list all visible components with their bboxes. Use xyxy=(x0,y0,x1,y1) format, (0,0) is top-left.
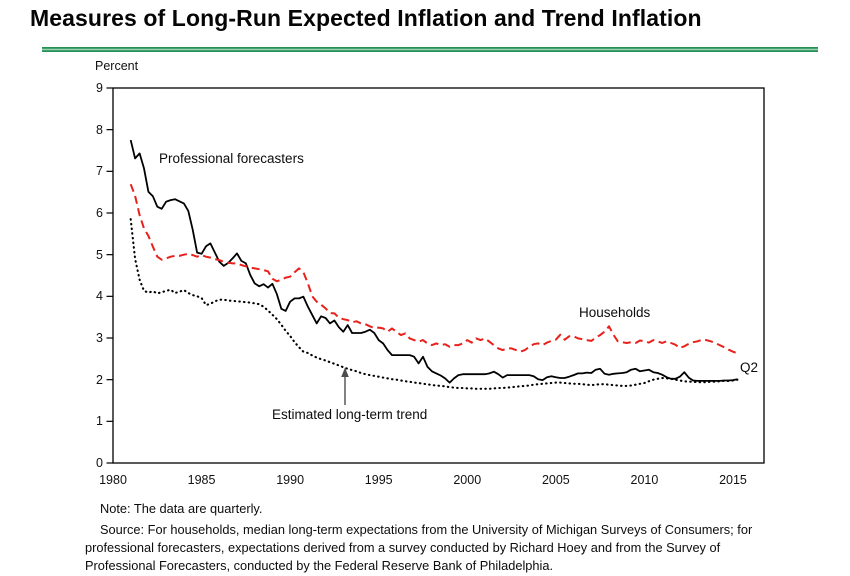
y-tick-label: 6 xyxy=(96,205,103,220)
series-solid xyxy=(129,139,738,384)
y-tick-label: 1 xyxy=(96,414,103,429)
y-tick-label: 8 xyxy=(96,122,103,137)
x-tick-label: 1985 xyxy=(187,473,216,487)
label-estimated-long-term-trend: Estimated long-term trend xyxy=(272,407,428,422)
series-lines xyxy=(129,139,739,390)
x-tick-label: 1995 xyxy=(364,473,393,487)
label-households: Households xyxy=(579,305,651,320)
y-tick-label: 7 xyxy=(96,164,103,179)
title-underline-rule xyxy=(42,47,818,52)
x-tick-label: 1990 xyxy=(276,473,305,487)
plot-border xyxy=(112,87,765,464)
y-tick-label: 2 xyxy=(96,372,103,387)
series-dashed xyxy=(129,183,738,355)
y-axis-tick-marks xyxy=(106,87,113,464)
y-tick-label: 4 xyxy=(96,289,103,304)
x-tick-label: 2015 xyxy=(719,473,747,487)
y-tick-label: 5 xyxy=(96,247,103,262)
y-axis-unit-label: Percent xyxy=(95,59,139,73)
x-tick-label: 1980 xyxy=(99,473,127,487)
page-title: Measures of Long-Run Expected Inflation … xyxy=(30,5,702,31)
x-tick-label: 2005 xyxy=(541,473,570,487)
y-tick-label: 3 xyxy=(96,330,103,345)
source-text: Source: For households, median long-term… xyxy=(85,522,753,573)
trend-arrow xyxy=(341,367,349,405)
y-tick-label: 0 xyxy=(96,456,103,470)
y-tick-label: 9 xyxy=(96,80,103,95)
note-text: Note: The data are quarterly. xyxy=(100,501,263,516)
x-tick-label: 2010 xyxy=(630,473,659,487)
x-tick-label: 2000 xyxy=(453,473,482,487)
label-latest-quarter: Q2 xyxy=(740,360,759,375)
label-professional-forecasters: Professional forecasters xyxy=(159,151,304,166)
series-dotted xyxy=(129,218,739,390)
